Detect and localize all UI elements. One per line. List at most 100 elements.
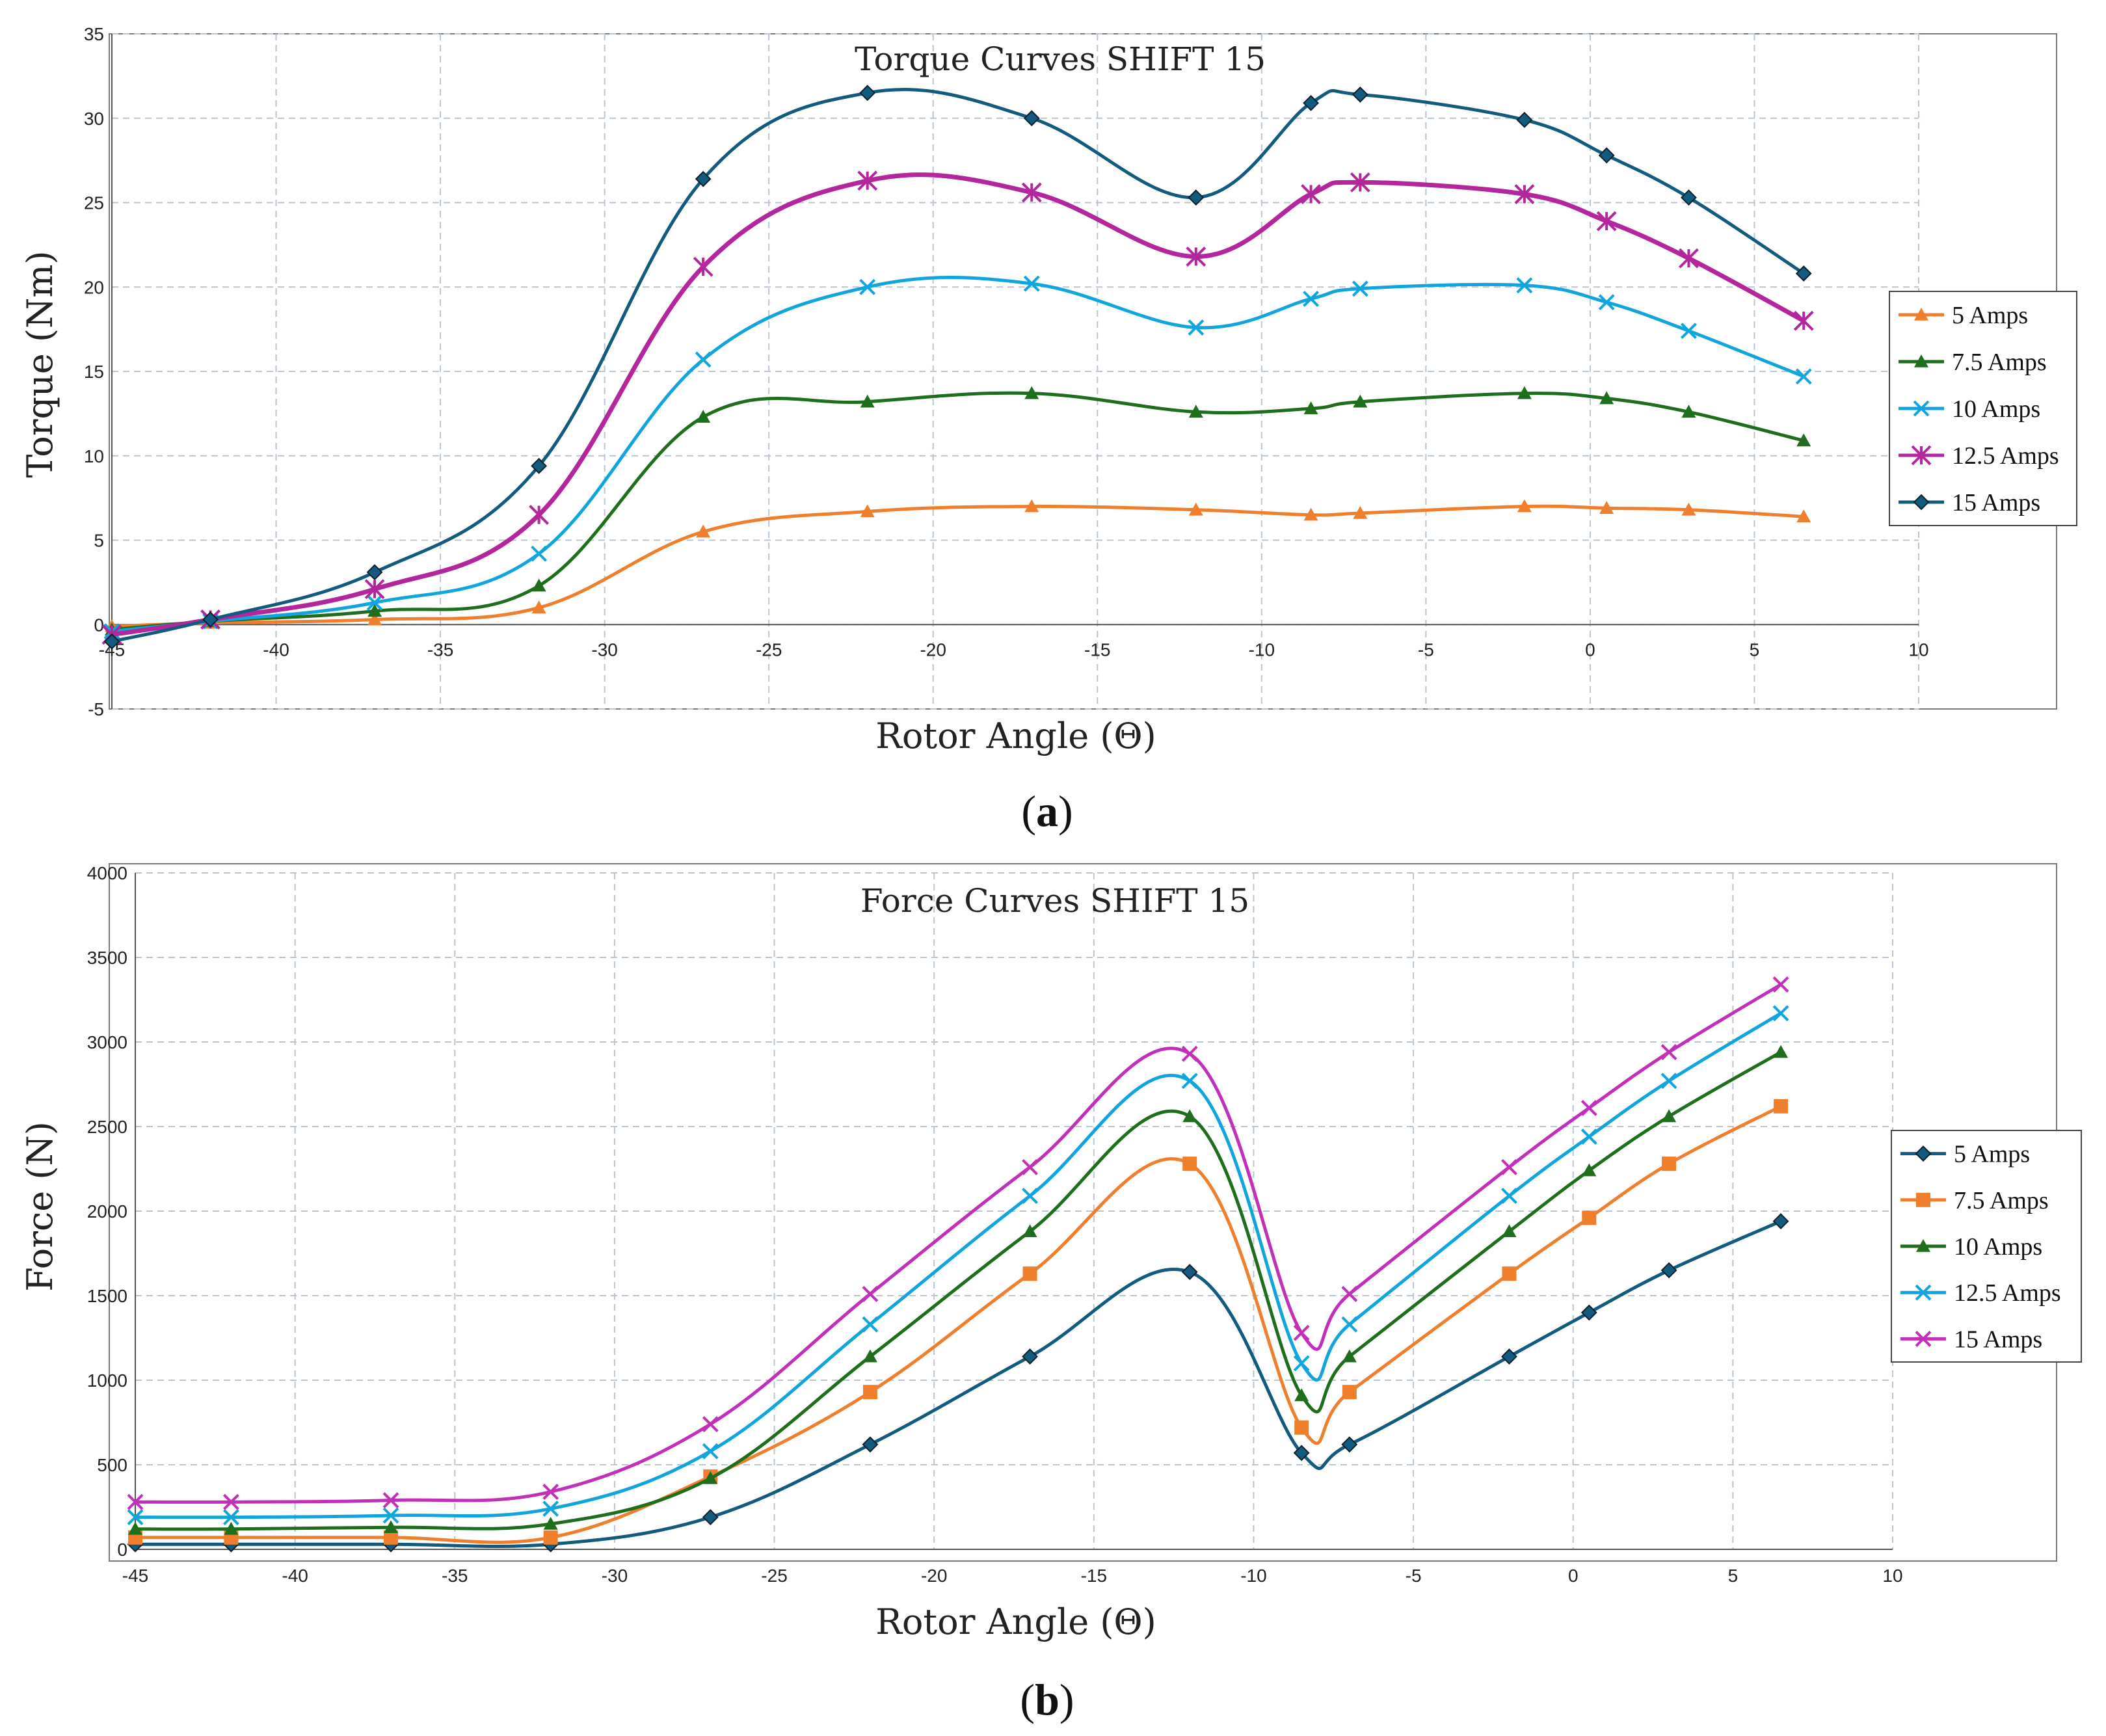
data-point [695,351,712,368]
x-tick-label: 0 [1568,1566,1579,1586]
data-point [1774,1099,1789,1114]
data-point [696,410,711,423]
data-point [1795,368,1812,385]
series-7-5-amps [128,1099,1789,1545]
data-point [202,611,219,628]
legend-item: 10 Amps [1899,395,2040,423]
data-point [1681,189,1697,206]
data-point [1681,323,1697,340]
x-tick-label: -15 [1081,1566,1107,1586]
torque-x-axis-title: Rotor Angle (Θ) [875,715,1156,756]
x-tick-label: -25 [761,1566,787,1586]
data-point [1342,1385,1357,1400]
y-tick-label: 0 [117,1540,127,1560]
data-point [222,1509,239,1526]
data-point [1681,502,1696,516]
legend-label: 10 Amps [1954,1233,2042,1261]
data-point [529,505,550,525]
force-chart-frame [109,863,2057,1562]
data-point [1662,1156,1677,1171]
data-point [1596,211,1617,232]
data-point [1598,294,1615,311]
data-point [1022,1188,1038,1205]
data-point [859,278,876,295]
torque-chart: -45 -40 -35 -30 -25 -20 -15 -10 -5 0 5 10-505101520… [20,24,2077,756]
data-point [1353,505,1368,519]
data-point [531,457,548,474]
data-point [1293,1324,1310,1341]
x-tick-label: 5 [1728,1566,1739,1586]
legend-marker [1913,494,1930,511]
torque-chart-title: Torque Curves SHIFT 15 [855,40,1266,78]
data-point [702,1509,719,1526]
data-point [1303,401,1318,414]
y-tick-label: 20 [84,277,104,297]
series-10-amps [128,1045,1789,1535]
data-point [1599,391,1614,405]
data-point [1342,1349,1357,1363]
x-tick-label: -5 [1406,1566,1422,1586]
y-tick-label: 35 [84,24,104,44]
data-point [1294,1420,1309,1435]
y-tick-label: 5 [94,531,104,551]
x-tick-label: -40 [282,1566,308,1586]
data-point [857,170,878,191]
force-chart-title: Force Curves SHIFT 15 [860,882,1249,920]
force-x-axis-title: Rotor Angle (Θ) [875,1601,1156,1642]
data-point [1294,1388,1309,1402]
data-point [1501,1348,1517,1365]
series-line [111,88,1805,643]
x-tick-label: -20 [921,1566,947,1586]
data-point [1023,110,1040,127]
series-15-amps [127,976,1789,1510]
data-point [696,524,711,538]
data-point [1599,501,1614,514]
data-point [224,1521,239,1535]
legend-marker [1914,308,1928,321]
data-point [862,1436,879,1453]
data-point [1514,184,1535,204]
data-point [1796,433,1811,447]
data-point [1796,509,1811,522]
data-point [128,1521,142,1535]
data-point [1772,1005,1789,1022]
data-point [1181,1073,1198,1089]
legend-item: 5 Amps [1900,1141,2030,1168]
y-tick-label: 15 [84,362,104,382]
data-point [1772,1213,1789,1230]
legend-label: 10 Amps [1952,395,2040,423]
data-point [1517,499,1532,513]
legend-item: 15 Amps [1900,1326,2042,1353]
force-y-axis-title: Force (N) [20,1121,60,1292]
legend-label: 7.5 Amps [1952,349,2047,376]
data-point [1681,405,1696,418]
data-point [703,1471,718,1484]
data-point [1022,1224,1037,1237]
data-point [1580,1304,1597,1321]
data-point [1516,277,1533,294]
x-tick-label: -15 [1084,639,1110,660]
data-point [367,604,382,617]
data-point [1293,1445,1310,1462]
data-point [1350,172,1370,193]
legend-marker [1915,1145,1932,1162]
data-point [1795,265,1812,282]
data-point [1501,1158,1517,1175]
data-point [702,1416,719,1433]
data-point [1182,1156,1197,1171]
x-tick-label: -30 [591,639,617,660]
legend-label: 12.5 Amps [1952,442,2059,470]
data-point [1188,189,1205,206]
data-point [1582,1210,1597,1225]
data-point [1502,1224,1517,1237]
data-point [1022,1158,1038,1175]
x-tick-label: 0 [1585,639,1595,660]
data-point [1303,94,1319,111]
data-point [1181,1264,1198,1281]
x-tick-label: -40 [263,639,289,660]
series-12-5-amps [101,170,1814,645]
series-line [135,1220,1782,1549]
data-point [862,1349,877,1363]
data-point [1186,247,1206,267]
data-point [1660,1044,1677,1061]
